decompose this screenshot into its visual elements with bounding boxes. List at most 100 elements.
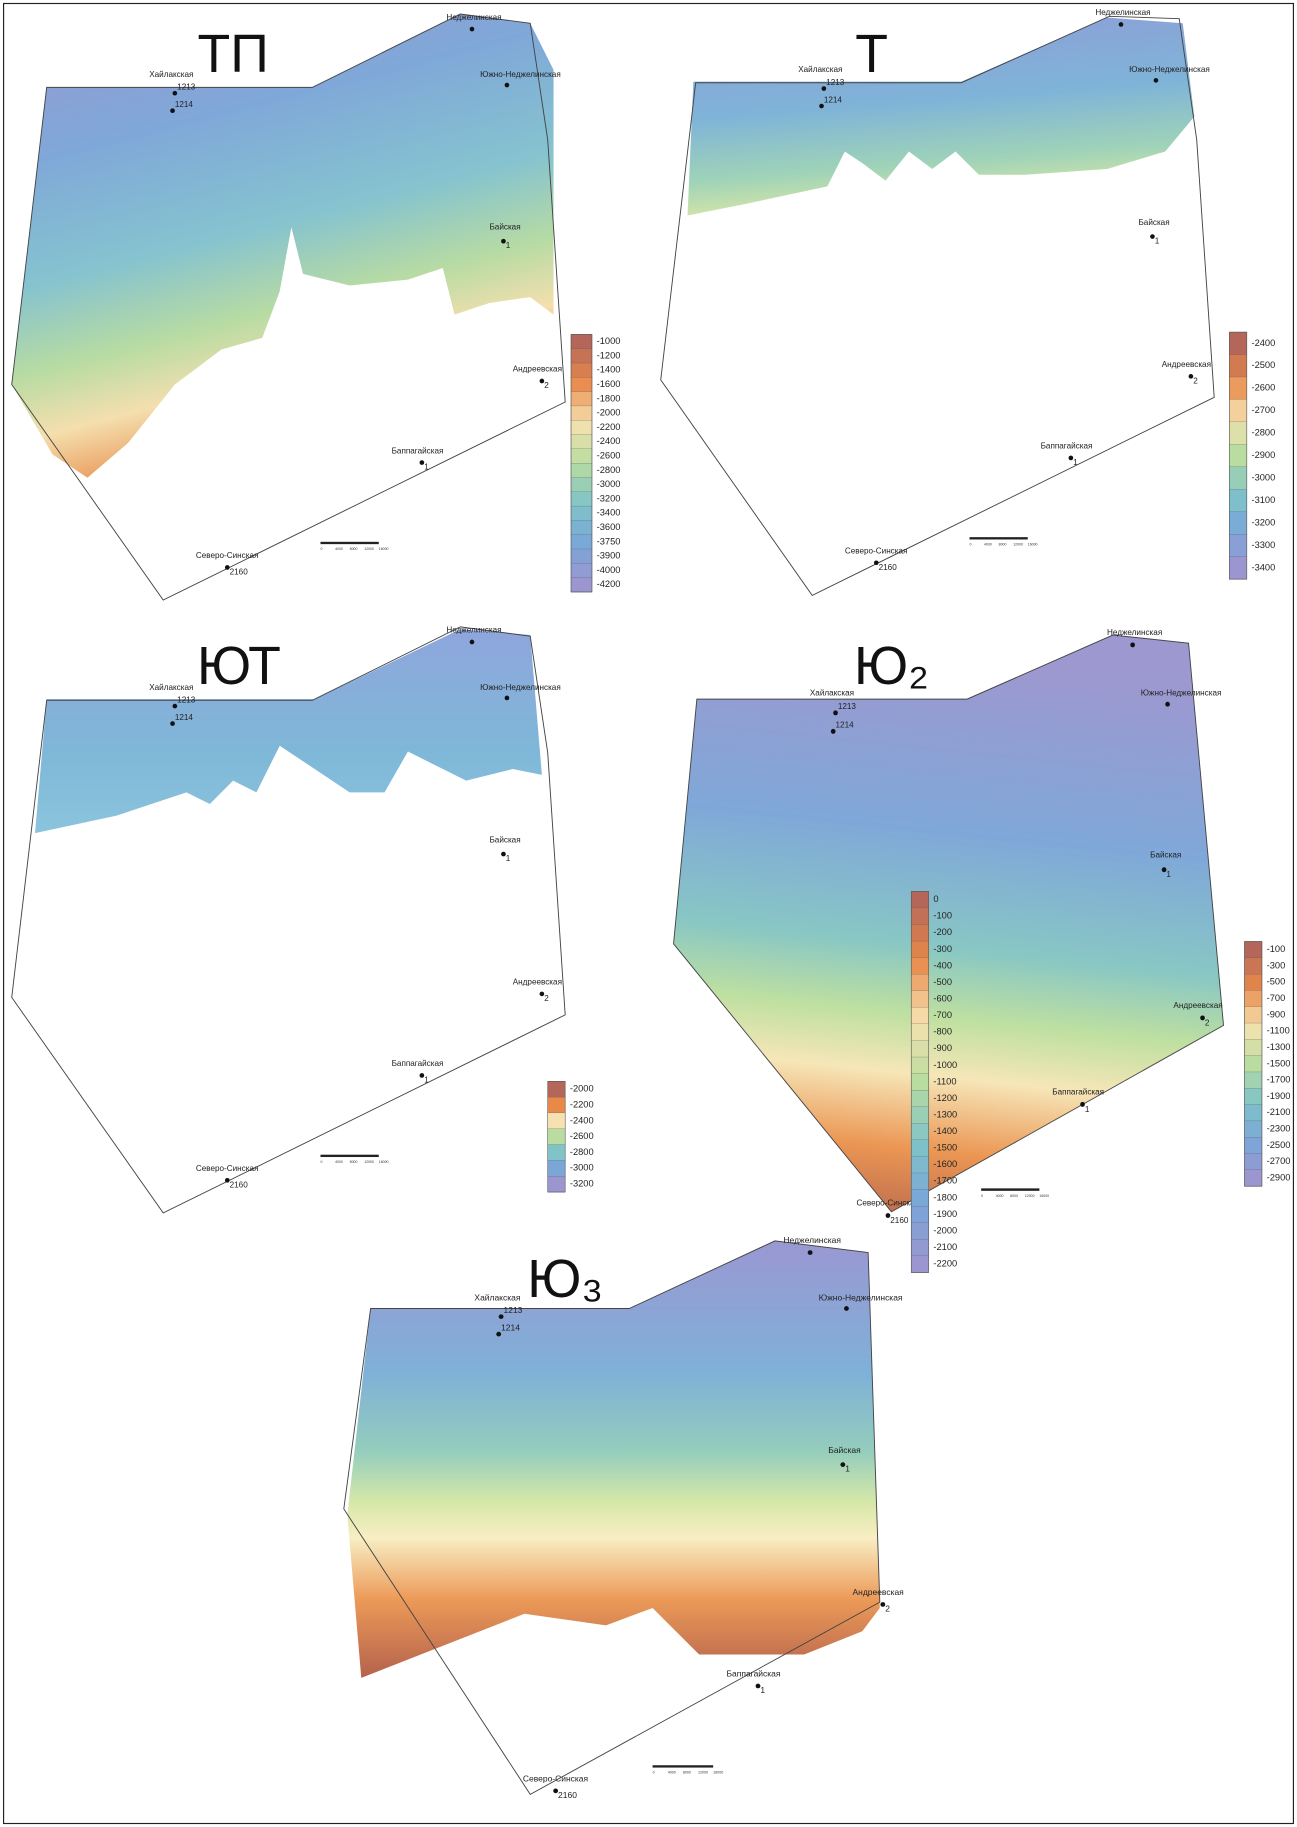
well-number: 1 — [1166, 869, 1171, 879]
legend-label: -2100 — [933, 1242, 957, 1252]
well-name: Андреевская — [1173, 1000, 1222, 1010]
well-marker — [1154, 78, 1159, 83]
legend-label: -3000 — [597, 479, 621, 489]
legend-label: -1800 — [597, 393, 621, 403]
legend-swatch — [1244, 1170, 1261, 1187]
well-number: 1 — [424, 1075, 429, 1084]
legend-label: -1900 — [1267, 1091, 1291, 1101]
scale-bar: 0400080001200016000 — [970, 537, 1038, 546]
well-number: 2 — [1193, 376, 1198, 385]
well-name: Южно-Неджелинская — [1129, 65, 1210, 74]
legend-label: -1300 — [1267, 1042, 1291, 1052]
well-name: 1214 — [501, 1323, 520, 1333]
legend-label: -2200 — [570, 1099, 594, 1109]
legend-label: -1000 — [597, 336, 621, 346]
well-number: 2 — [544, 381, 549, 390]
well-number: 1 — [1085, 1104, 1090, 1114]
legend-swatch — [1244, 1007, 1261, 1024]
legend-swatch — [911, 1156, 928, 1173]
well-marker — [844, 1306, 849, 1311]
scale-bar-label: 12000 — [364, 547, 374, 551]
legend-label: -3600 — [597, 522, 621, 532]
legend-label: -2000 — [933, 1225, 957, 1235]
legend-label: -2700 — [1251, 405, 1275, 415]
well-marker — [505, 83, 510, 88]
legend-swatch — [548, 1097, 565, 1113]
scale-bar-rule — [970, 537, 1028, 539]
well-name: 1213 — [826, 78, 845, 87]
legend-swatch — [911, 1057, 928, 1074]
legend-label: -3300 — [1251, 540, 1275, 550]
well-number: 1 — [760, 1685, 765, 1695]
well-number: 1 — [506, 241, 511, 250]
legend-label: -800 — [933, 1027, 952, 1037]
legend-label: -2700 — [1267, 1156, 1291, 1166]
well-name: Южно-Неджелинская — [480, 70, 561, 79]
legend-label: -1100 — [933, 1076, 956, 1086]
legend-label: -1400 — [597, 365, 621, 375]
legend-swatch — [571, 506, 592, 521]
legend-swatch — [911, 974, 928, 991]
surface-fill — [688, 17, 1195, 215]
legend-swatch — [911, 1007, 928, 1024]
legend-label: -2400 — [597, 436, 621, 446]
well-marker — [470, 27, 475, 32]
legend-label: -300 — [933, 944, 952, 954]
well-name: Северо-Синская — [196, 1164, 259, 1173]
scale-bar-label: 0 — [970, 542, 972, 546]
legend-label: -100 — [933, 911, 952, 921]
legend-label: -2400 — [570, 1115, 594, 1125]
legend-swatch — [911, 1040, 928, 1057]
legend-swatch — [571, 463, 592, 478]
scale-bar-label: 8000 — [350, 547, 358, 551]
legend-swatch — [911, 1206, 928, 1223]
scale-bar-label: 0 — [321, 1160, 323, 1164]
legend-swatch — [571, 492, 592, 507]
legend-label: -2500 — [1251, 360, 1275, 370]
well-marker — [499, 1314, 504, 1319]
legend-label: -100 — [1267, 944, 1286, 954]
legend-label: -2800 — [597, 465, 621, 475]
legend-swatch — [571, 392, 592, 407]
well-number: 1 — [1155, 237, 1160, 246]
legend-swatch — [1229, 444, 1246, 467]
panel-title: ТП — [197, 24, 268, 84]
scale-bar: 0400080001200016000 — [981, 1188, 1049, 1198]
well-name: Андреевская — [513, 365, 562, 374]
well-marker — [170, 721, 175, 726]
scale-bar-label: 4000 — [668, 1770, 676, 1774]
legend-swatch — [571, 449, 592, 464]
legend-label: -1600 — [597, 379, 621, 389]
legend-swatch — [1244, 974, 1261, 991]
well-marker — [833, 710, 838, 715]
scale-bar-label: 12000 — [698, 1770, 708, 1774]
legend-swatch — [571, 363, 592, 378]
legend-label: -500 — [1267, 977, 1286, 987]
legend-label: -700 — [933, 1010, 952, 1020]
legend-swatch — [1229, 332, 1246, 355]
legend-swatch — [1229, 377, 1246, 400]
panel-title: ЮТ — [197, 636, 281, 696]
legend-label: -200 — [933, 927, 952, 937]
legend-label: -3200 — [597, 493, 621, 503]
well-number: 1 — [506, 854, 511, 863]
legend-swatch — [1229, 355, 1246, 378]
well-number: 2 — [885, 1604, 890, 1614]
legend-label: -2800 — [570, 1147, 594, 1157]
well-number: 2160 — [879, 563, 898, 572]
legend-swatch — [1229, 422, 1246, 445]
scale-bar-label: 4000 — [335, 1160, 343, 1164]
scale-bar-label: 12000 — [1013, 542, 1023, 546]
scale-bar-label: 0 — [321, 547, 323, 551]
legend-swatch — [571, 520, 592, 535]
scale-bar-label: 12000 — [1025, 1194, 1035, 1198]
legend-swatch — [1244, 1088, 1261, 1105]
legend-swatch — [1244, 1154, 1261, 1171]
legend-swatch — [1244, 1023, 1261, 1040]
well-name: Северо-Синская — [196, 551, 259, 560]
scale-bar-label: 8000 — [683, 1770, 691, 1774]
well-name: 1213 — [177, 696, 196, 705]
well-name: Байская — [1138, 218, 1169, 227]
legend-label: -3900 — [597, 551, 621, 561]
well-name: Байская — [828, 1445, 860, 1455]
